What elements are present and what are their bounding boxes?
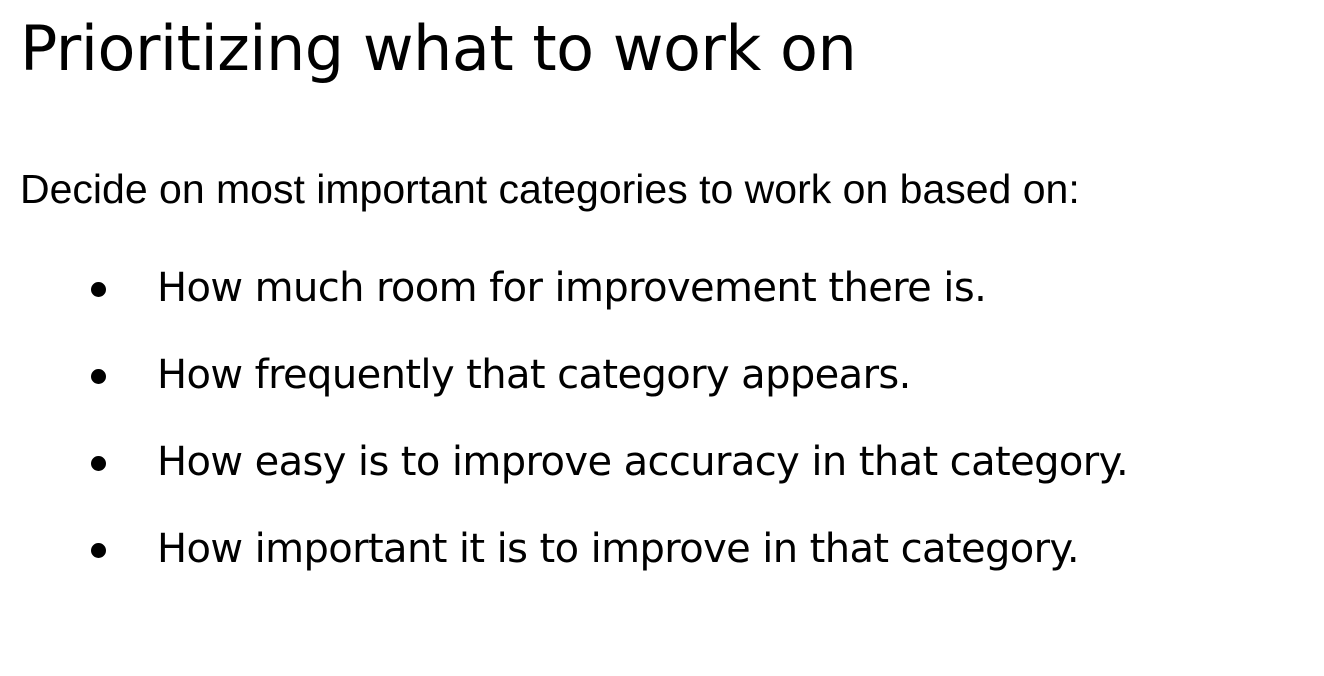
intro-text: Decide on most important categories to w… (20, 166, 1080, 212)
slide-title: Prioritizing what to work on (20, 12, 857, 85)
bullet-icon (91, 456, 106, 471)
bullet-icon (91, 543, 106, 558)
bullet-icon (91, 282, 106, 297)
bullet-text: How frequently that category appears. (157, 352, 911, 398)
bullet-text: How easy is to improve accuracy in that … (157, 439, 1129, 485)
bullet-text: How important it is to improve in that c… (157, 526, 1080, 572)
bullet-icon (91, 369, 106, 384)
bullet-text: How much room for improvement there is. (157, 265, 987, 311)
